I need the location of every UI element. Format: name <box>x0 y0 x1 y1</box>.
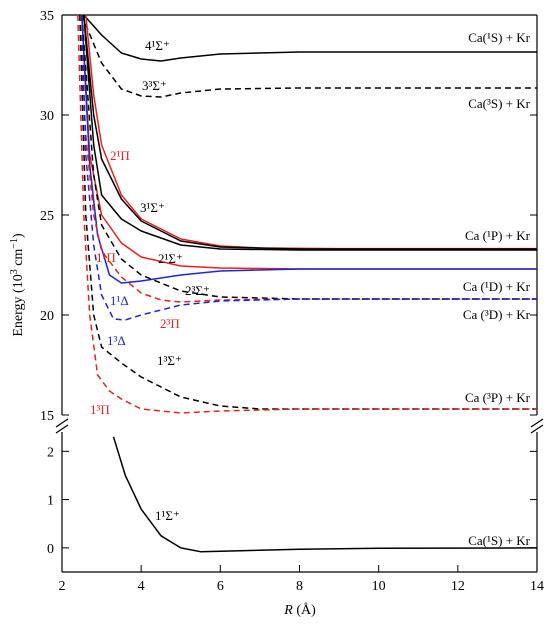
asymptote-ca-3s: Ca(³S) + Kr <box>468 96 530 111</box>
label-4-1sigma: 4¹Σ⁺ <box>145 38 170 53</box>
asymptote-ca-1s-top: Ca(¹S) + Kr <box>468 30 530 45</box>
label-3-1sigma: 3¹Σ⁺ <box>140 200 165 215</box>
axis-break-mark <box>530 418 544 428</box>
label-1-3sigma: 1³Σ⁺ <box>157 353 182 368</box>
curve-series <box>79 14 537 410</box>
axis-break-mark <box>55 424 69 434</box>
label-1-3delta: 1³Δ <box>107 333 126 348</box>
curve-series <box>112 436 538 553</box>
curve-series <box>81 14 537 321</box>
xtick-label: 8 <box>296 579 303 594</box>
ytick-label: 20 <box>40 309 54 324</box>
ytick-label: 30 <box>40 109 54 124</box>
ytick-label: 25 <box>40 209 54 224</box>
xtick-label: 4 <box>138 579 145 594</box>
curve-series <box>81 14 537 98</box>
label-2-1pi: 2¹Π <box>110 148 130 163</box>
xtick-label: 10 <box>372 579 386 594</box>
ytick-label: 35 <box>40 9 54 24</box>
ytick-label: 15 <box>40 409 54 424</box>
asymptote-ca-1d: Ca (¹D) + Kr <box>463 279 531 294</box>
curve-series <box>81 14 537 284</box>
label-1-1pi: 1¹Π <box>96 250 116 265</box>
y-axis-title: Energy (103 cm−1) <box>9 233 26 337</box>
curve-series <box>81 14 537 300</box>
asymptote-ca-3d: Ca (³D) + Kr <box>463 307 531 322</box>
asymptote-ca-3p: Ca (³P) + Kr <box>465 390 531 405</box>
curve-series <box>83 14 537 251</box>
curve-series <box>77 14 537 414</box>
xtick-label: 2 <box>59 579 66 594</box>
label-1-1sigma: 1¹Σ⁺ <box>155 508 180 523</box>
label-1-3pi: 1³Π <box>90 402 110 417</box>
xtick-label: 12 <box>451 579 465 594</box>
curve-series <box>83 14 537 62</box>
axis-break-mark <box>530 424 544 434</box>
axis-break-mark <box>55 418 69 428</box>
curve-series <box>83 14 537 250</box>
asymptote-ca-1s-bottom: Ca(¹S) + Kr <box>468 533 530 548</box>
ytick-label: 0 <box>47 542 54 557</box>
label-2-3pi: 2³Π <box>160 316 180 331</box>
ytick-label: 2 <box>47 445 54 460</box>
xtick-label: 6 <box>217 579 224 594</box>
x-axis-title: R (Å) <box>283 602 316 618</box>
label-3-3sigma: 3³Σ⁺ <box>142 78 167 93</box>
label-1-1delta: 1¹Δ <box>110 293 129 308</box>
label-2-1sigma: 2¹Σ⁺ <box>158 251 183 266</box>
label-2-3sigma: 2³Σ⁺ <box>185 283 210 298</box>
asymptote-ca-1p: Ca (¹P) + Kr <box>465 228 531 243</box>
ytick-label: 1 <box>47 494 54 509</box>
curves <box>77 14 538 553</box>
xtick-label: 14 <box>530 579 544 594</box>
